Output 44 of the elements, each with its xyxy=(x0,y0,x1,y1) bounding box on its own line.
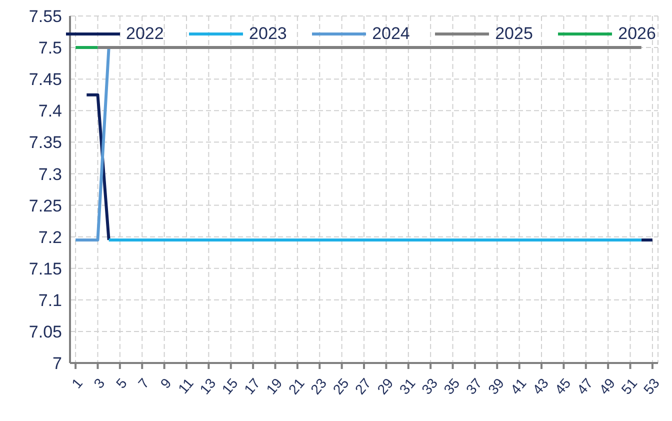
x-tick-label: 11 xyxy=(174,374,197,396)
x-tick-label: 19 xyxy=(262,374,286,398)
y-tick-label: 7.1 xyxy=(38,290,62,310)
x-tick-label: 45 xyxy=(551,374,574,398)
x-tick-label: 35 xyxy=(440,374,463,398)
legend-label: 2022 xyxy=(126,24,164,44)
x-tick-label: 41 xyxy=(507,374,530,398)
x-tick-label: 25 xyxy=(330,374,352,398)
x-tick-label: 23 xyxy=(307,374,330,398)
x-tick-label: 47 xyxy=(574,374,596,398)
x-tick-label: 27 xyxy=(352,374,374,398)
y-tick-label: 7.3 xyxy=(38,164,62,184)
y-tick-label: 7.35 xyxy=(28,133,62,152)
x-tick-label: 53 xyxy=(640,374,663,398)
y-tick-label: 7.4 xyxy=(38,102,62,121)
x-tick-label: 29 xyxy=(374,374,396,398)
x-tick-label: 51 xyxy=(618,374,640,398)
y-tick-label: 7.05 xyxy=(28,322,62,342)
y-tick-label: 7.25 xyxy=(28,196,62,216)
y-tick-label: 7 xyxy=(52,354,62,374)
y-tick-label: 7.15 xyxy=(28,259,62,278)
x-tick-label: 49 xyxy=(596,374,618,398)
y-tick-label: 7.55 xyxy=(28,7,62,26)
x-tick-label: 15 xyxy=(218,374,241,398)
y-tick-label: 7.5 xyxy=(38,38,62,58)
x-tick-label: 7 xyxy=(134,374,152,392)
x-tick-label: 43 xyxy=(529,374,552,398)
x-tick-label: 37 xyxy=(462,374,486,398)
x-tick-label: 39 xyxy=(484,374,508,398)
x-tick-label: 5 xyxy=(112,374,130,392)
x-tick-label: 31 xyxy=(396,374,418,398)
x-tick-label: 17 xyxy=(240,374,264,398)
legend-label: 2024 xyxy=(372,24,410,44)
y-tick-label: 7.2 xyxy=(38,228,62,247)
x-tick-label: 9 xyxy=(156,374,174,392)
x-tick-label: 1 xyxy=(68,374,86,392)
legend-label: 2023 xyxy=(249,24,287,44)
legend-label: 2026 xyxy=(618,24,656,44)
y-tick-label: 7.45 xyxy=(28,70,62,90)
x-tick-label: 33 xyxy=(418,374,441,398)
x-tick-label: 13 xyxy=(196,374,219,398)
x-tick-label: 3 xyxy=(90,374,108,392)
x-tick-label: 21 xyxy=(285,374,308,398)
legend-label: 2025 xyxy=(495,24,533,44)
